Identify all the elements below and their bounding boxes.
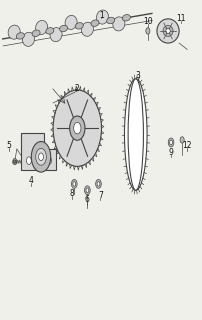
Text: 4: 4 xyxy=(28,176,33,185)
Ellipse shape xyxy=(8,25,20,39)
Text: 12: 12 xyxy=(182,141,191,150)
Ellipse shape xyxy=(16,33,24,39)
Ellipse shape xyxy=(162,26,172,36)
Circle shape xyxy=(169,140,172,145)
Circle shape xyxy=(26,157,31,164)
Circle shape xyxy=(167,138,173,147)
Text: 8: 8 xyxy=(69,189,74,198)
Text: 5: 5 xyxy=(6,141,11,150)
Text: 11: 11 xyxy=(176,14,185,23)
Ellipse shape xyxy=(81,22,93,36)
Circle shape xyxy=(13,158,17,165)
Text: 9: 9 xyxy=(168,148,173,156)
Text: 7: 7 xyxy=(98,190,102,200)
Ellipse shape xyxy=(96,10,108,24)
Ellipse shape xyxy=(50,28,62,42)
Text: 10: 10 xyxy=(142,17,152,26)
Ellipse shape xyxy=(156,19,178,43)
Ellipse shape xyxy=(75,23,83,29)
Circle shape xyxy=(95,180,101,188)
Circle shape xyxy=(145,28,149,34)
Ellipse shape xyxy=(32,30,40,36)
Text: 1: 1 xyxy=(99,11,103,20)
Ellipse shape xyxy=(106,17,114,24)
Ellipse shape xyxy=(112,17,124,31)
Ellipse shape xyxy=(46,28,54,34)
Ellipse shape xyxy=(35,20,47,35)
Polygon shape xyxy=(21,133,56,170)
Circle shape xyxy=(38,153,43,161)
Circle shape xyxy=(84,186,90,195)
Circle shape xyxy=(86,188,88,193)
Ellipse shape xyxy=(124,79,146,190)
Ellipse shape xyxy=(22,32,34,46)
Ellipse shape xyxy=(127,79,143,190)
Circle shape xyxy=(71,180,77,188)
Text: 3: 3 xyxy=(135,71,140,80)
Circle shape xyxy=(97,182,99,186)
Circle shape xyxy=(73,123,81,134)
Circle shape xyxy=(36,148,46,165)
Ellipse shape xyxy=(65,15,77,29)
Ellipse shape xyxy=(165,28,169,33)
Circle shape xyxy=(14,160,16,163)
Circle shape xyxy=(69,116,85,140)
Ellipse shape xyxy=(90,20,99,27)
Ellipse shape xyxy=(59,25,67,32)
Text: 2: 2 xyxy=(75,84,79,93)
Circle shape xyxy=(46,157,51,164)
Ellipse shape xyxy=(122,14,130,21)
Text: 6: 6 xyxy=(84,195,89,204)
Circle shape xyxy=(31,141,50,172)
Circle shape xyxy=(53,90,101,166)
Circle shape xyxy=(179,137,183,143)
Circle shape xyxy=(73,182,75,186)
